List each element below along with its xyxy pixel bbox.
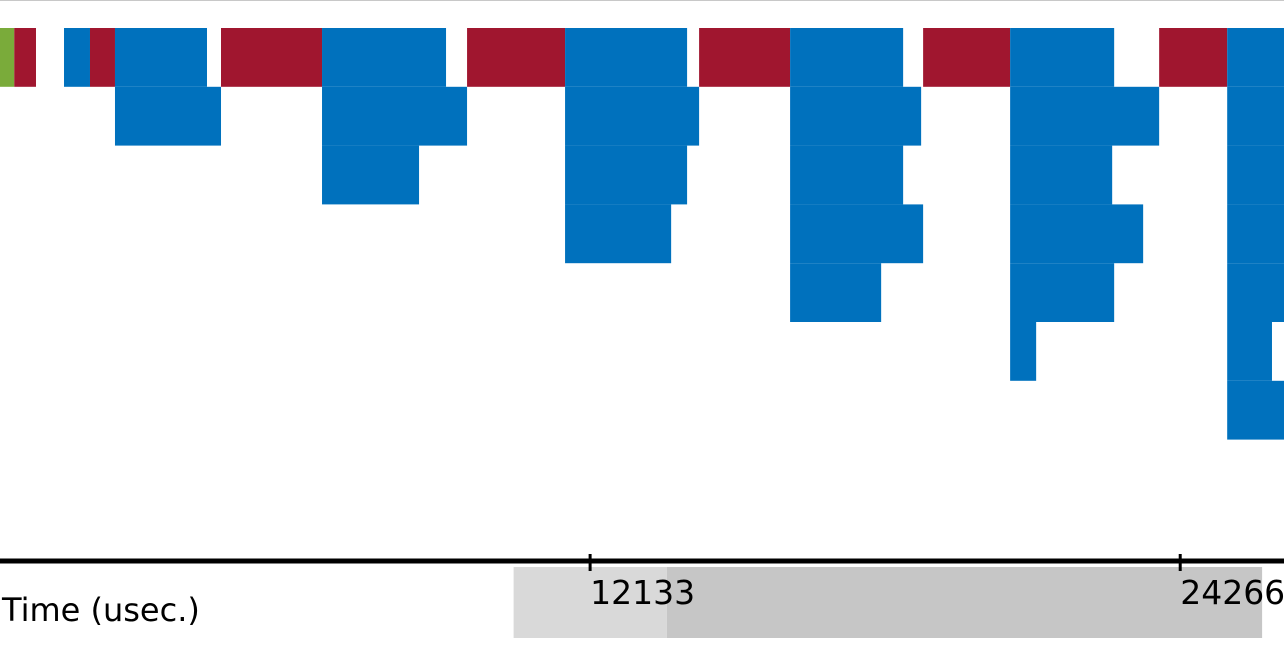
event-bar-18[interactable] bbox=[790, 86, 922, 146]
event-bar-5[interactable] bbox=[221, 28, 323, 87]
x-axis-ticks: 12133 24266 bbox=[588, 554, 1284, 612]
event-bar-13[interactable] bbox=[1159, 28, 1228, 87]
event-bar-7[interactable] bbox=[467, 28, 566, 87]
x-tick-label-0: 12133 bbox=[590, 573, 695, 612]
event-bar-3[interactable] bbox=[89, 28, 115, 87]
event-bar-21[interactable] bbox=[322, 145, 420, 205]
event-bar-23[interactable] bbox=[790, 145, 904, 205]
event-bar-17[interactable] bbox=[565, 86, 700, 146]
event-bar-16[interactable] bbox=[322, 86, 468, 146]
event-bar-9[interactable] bbox=[699, 28, 791, 87]
event-bar-1[interactable] bbox=[14, 28, 36, 87]
event-bar-33[interactable] bbox=[1010, 322, 1037, 381]
event-bar-27[interactable] bbox=[790, 204, 924, 264]
event-bar-20[interactable] bbox=[1227, 86, 1284, 146]
event-bar-30[interactable] bbox=[790, 263, 882, 322]
event-bar-0[interactable] bbox=[0, 28, 15, 87]
events-layer bbox=[0, 28, 1284, 440]
event-bar-32[interactable] bbox=[1227, 263, 1284, 322]
event-bar-31[interactable] bbox=[1010, 263, 1115, 322]
scrollbar-window[interactable] bbox=[666, 567, 1263, 638]
event-bar-29[interactable] bbox=[1227, 204, 1284, 264]
event-bar-2[interactable] bbox=[64, 28, 90, 87]
event-bar-8[interactable] bbox=[565, 28, 688, 87]
event-bar-10[interactable] bbox=[790, 28, 904, 87]
event-bar-22[interactable] bbox=[565, 145, 688, 205]
scrollbar-view[interactable] bbox=[513, 567, 667, 638]
event-bar-6[interactable] bbox=[322, 28, 447, 87]
event-bar-19[interactable] bbox=[1010, 86, 1160, 146]
x-tick-label-1: 24266 bbox=[1180, 573, 1284, 612]
event-bar-11[interactable] bbox=[923, 28, 1011, 87]
event-bar-24[interactable] bbox=[1010, 145, 1113, 205]
event-bar-35[interactable] bbox=[1227, 380, 1284, 440]
top-border bbox=[0, 0, 1284, 1]
event-bar-4[interactable] bbox=[114, 28, 207, 87]
x-axis-label: Time (usec.) bbox=[2, 591, 200, 629]
event-bar-34[interactable] bbox=[1227, 322, 1272, 381]
event-bar-26[interactable] bbox=[565, 204, 672, 264]
event-bar-28[interactable] bbox=[1010, 204, 1144, 264]
event-bar-14[interactable] bbox=[1227, 28, 1284, 87]
event-bar-12[interactable] bbox=[1010, 28, 1115, 87]
range-scrollbar[interactable] bbox=[513, 567, 1263, 638]
event-bar-15[interactable] bbox=[114, 86, 222, 146]
event-bar-25[interactable] bbox=[1227, 145, 1284, 205]
